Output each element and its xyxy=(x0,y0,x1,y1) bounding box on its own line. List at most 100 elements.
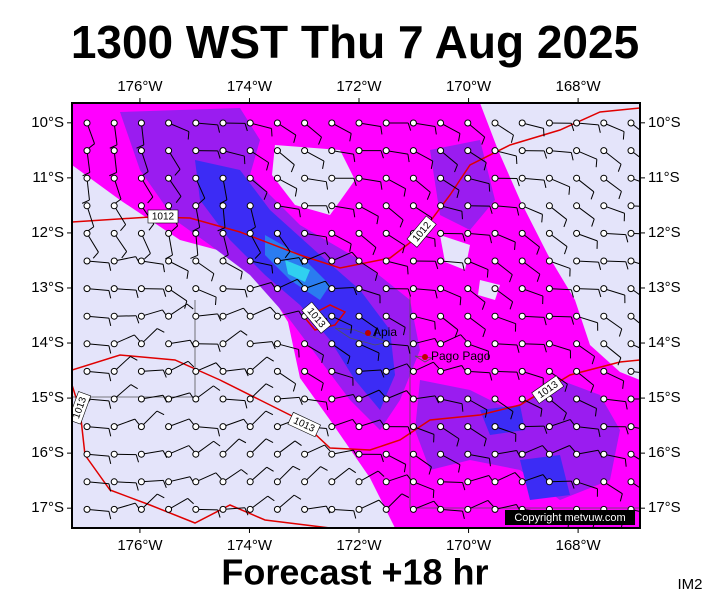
barb-station xyxy=(219,285,227,293)
apia-marker xyxy=(365,330,371,336)
barb-flag xyxy=(121,251,128,259)
barb-staff xyxy=(113,233,128,252)
barb-station xyxy=(355,340,363,348)
barb-flag xyxy=(284,251,291,259)
barb-staff xyxy=(603,150,622,165)
barb-station xyxy=(355,367,363,375)
barb-staff xyxy=(168,150,181,170)
barb-flag xyxy=(489,235,493,244)
barb-station xyxy=(301,367,309,375)
barb-staff xyxy=(249,233,262,254)
barb-staff xyxy=(603,205,625,214)
lat-label: 14°S xyxy=(648,334,681,351)
barb-flag xyxy=(483,438,487,447)
barb-flag xyxy=(516,371,520,380)
barb-staff xyxy=(168,288,188,302)
barb-flag xyxy=(351,251,358,259)
barb-station xyxy=(382,423,390,431)
lon-label: 168°W xyxy=(556,537,602,554)
barb-staff xyxy=(603,260,626,263)
barb-station xyxy=(382,119,390,127)
barb-staff xyxy=(576,260,599,263)
barb-station xyxy=(464,395,472,403)
barb-staff xyxy=(168,392,190,400)
barb-station xyxy=(437,202,445,210)
barb-flag xyxy=(271,128,273,137)
barb-staff xyxy=(576,288,599,290)
barb-staff xyxy=(331,150,354,155)
barb-station xyxy=(464,340,472,348)
barb-flag xyxy=(244,289,248,298)
barb-flag xyxy=(347,356,351,365)
barb-staff xyxy=(413,337,435,345)
barb-flag xyxy=(135,290,139,299)
barb-flag xyxy=(619,493,623,502)
barb-station xyxy=(192,285,200,293)
barb-station xyxy=(301,340,309,348)
barb-station xyxy=(437,367,445,375)
barb-flag xyxy=(516,178,520,187)
barb-flag xyxy=(81,199,90,204)
barb-staff xyxy=(304,232,327,238)
barb-staff xyxy=(113,150,118,173)
pago-marker xyxy=(422,354,428,360)
barb-station xyxy=(491,395,499,403)
barb-station xyxy=(246,478,254,486)
barb-flag xyxy=(326,428,329,437)
barb-staff xyxy=(222,178,228,200)
barb-station xyxy=(192,450,200,458)
barb-flag xyxy=(265,438,274,444)
barb-staff xyxy=(195,122,218,126)
barb-staff xyxy=(440,288,462,298)
barb-staff xyxy=(86,150,91,173)
barb-staff xyxy=(277,494,295,510)
barb-station xyxy=(437,312,445,320)
barb-staff xyxy=(603,232,626,236)
barb-flag xyxy=(130,356,138,361)
barb-flag xyxy=(147,196,154,204)
barb-staff xyxy=(494,150,517,157)
barb-staff xyxy=(86,260,109,264)
barb-station xyxy=(110,119,118,127)
barb-flag xyxy=(568,186,571,195)
barb-station xyxy=(301,450,309,458)
barb-staff xyxy=(331,394,354,400)
barb-station xyxy=(83,340,91,348)
barb-station xyxy=(573,312,581,320)
barb-staff xyxy=(331,343,351,357)
lat-label: 17°S xyxy=(648,499,681,516)
barb-station xyxy=(355,395,363,403)
barb-staff xyxy=(440,426,460,440)
barb-staff xyxy=(113,384,132,400)
barb-station xyxy=(627,340,635,348)
barb-flag xyxy=(536,273,541,282)
barb-station xyxy=(518,367,526,375)
barb-flag xyxy=(426,192,431,200)
barb-flag xyxy=(243,307,249,315)
barb-staff xyxy=(113,356,131,372)
barb-staff xyxy=(304,398,327,403)
lon-label: 176°W xyxy=(117,78,163,95)
barb-flag xyxy=(378,499,385,507)
barb-flag xyxy=(461,211,463,220)
barb-staff xyxy=(522,370,544,379)
barb-station xyxy=(518,478,526,486)
barb-staff xyxy=(576,343,595,357)
barb-station xyxy=(573,229,581,237)
barb-staff xyxy=(603,453,626,460)
barb-staff xyxy=(467,288,486,303)
barb-flag xyxy=(434,126,437,135)
barb-staff xyxy=(168,303,188,317)
barb-station xyxy=(137,257,145,265)
barb-station xyxy=(192,478,200,486)
barb-flag xyxy=(510,134,514,143)
barb-station xyxy=(165,202,173,210)
barb-staff xyxy=(304,505,327,510)
barb-station xyxy=(165,505,173,513)
barb-staff xyxy=(494,122,514,136)
barb-flag xyxy=(434,261,439,270)
barb-station xyxy=(518,257,526,265)
barb-station xyxy=(110,285,118,293)
barb-staff xyxy=(141,450,164,455)
barb-flag xyxy=(514,241,516,251)
